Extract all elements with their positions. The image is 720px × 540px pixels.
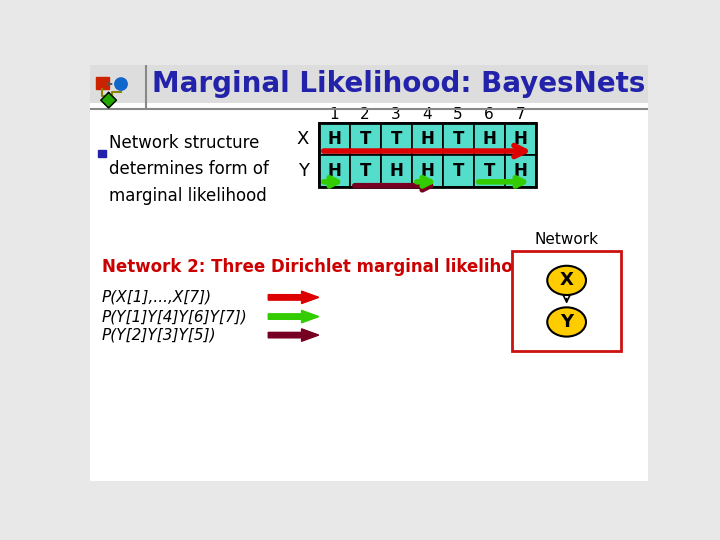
Text: T: T [452, 130, 464, 148]
Bar [412, 123, 443, 155]
Text: 4: 4 [423, 107, 432, 123]
Text: H: H [513, 130, 527, 148]
Bar [474, 155, 505, 187]
Text: Y: Y [560, 313, 573, 331]
Text: H: H [482, 130, 496, 148]
Text: Network 2: Three Dirichlet marginal likelihoods: Network 2: Three Dirichlet marginal like… [102, 258, 546, 275]
Bar [412, 155, 443, 187]
Text: P(Y[1]Y[4]Y[6]Y[7]): P(Y[1]Y[4]Y[6]Y[7]) [102, 309, 248, 324]
Text: P(X[1],...,X[7]): P(X[1],...,X[7]) [102, 290, 212, 305]
Text: T: T [359, 162, 371, 180]
Text: Marginal Likelihood: BayesNets: Marginal Likelihood: BayesNets [152, 70, 645, 98]
Bar [381, 155, 412, 187]
Bar [96, 77, 109, 90]
Text: H: H [420, 130, 434, 148]
Text: T: T [359, 130, 371, 148]
Bar [474, 123, 505, 155]
Bar [350, 155, 381, 187]
Bar [443, 123, 474, 155]
Bar [505, 155, 536, 187]
Bar [505, 123, 536, 155]
Text: P(Y[2]Y[3]Y[5]): P(Y[2]Y[3]Y[5]) [102, 328, 216, 342]
Circle shape [114, 78, 127, 90]
Bar [513, 251, 621, 351]
Text: Y: Y [297, 162, 309, 180]
Text: 6: 6 [485, 107, 494, 123]
Polygon shape [269, 310, 319, 323]
Text: H: H [513, 162, 527, 180]
Ellipse shape [547, 266, 586, 295]
Polygon shape [269, 291, 319, 303]
Text: H: H [327, 130, 341, 148]
Text: X: X [559, 272, 574, 289]
Text: 2: 2 [360, 107, 370, 123]
Text: H: H [327, 162, 341, 180]
Polygon shape [269, 329, 319, 341]
Text: T: T [390, 130, 402, 148]
Text: 3: 3 [391, 107, 401, 123]
Bar [319, 155, 350, 187]
Text: T: T [452, 162, 464, 180]
Text: 7: 7 [516, 107, 525, 123]
Text: 1: 1 [329, 107, 339, 123]
Bar [350, 123, 381, 155]
Ellipse shape [547, 307, 586, 336]
Text: H: H [390, 162, 403, 180]
Text: X: X [297, 130, 310, 148]
Bar [319, 123, 350, 155]
Bar [319, 123, 536, 187]
Polygon shape [101, 92, 117, 108]
Text: 5: 5 [454, 107, 463, 123]
Bar [381, 123, 412, 155]
Bar [443, 155, 474, 187]
Text: Network structure
determines form of
marginal likelihood: Network structure determines form of mar… [109, 134, 269, 205]
Bar [90, 65, 648, 103]
Text: H: H [420, 162, 434, 180]
Text: Network: Network [535, 232, 598, 247]
Bar [98, 150, 106, 157]
Text: T: T [483, 162, 495, 180]
